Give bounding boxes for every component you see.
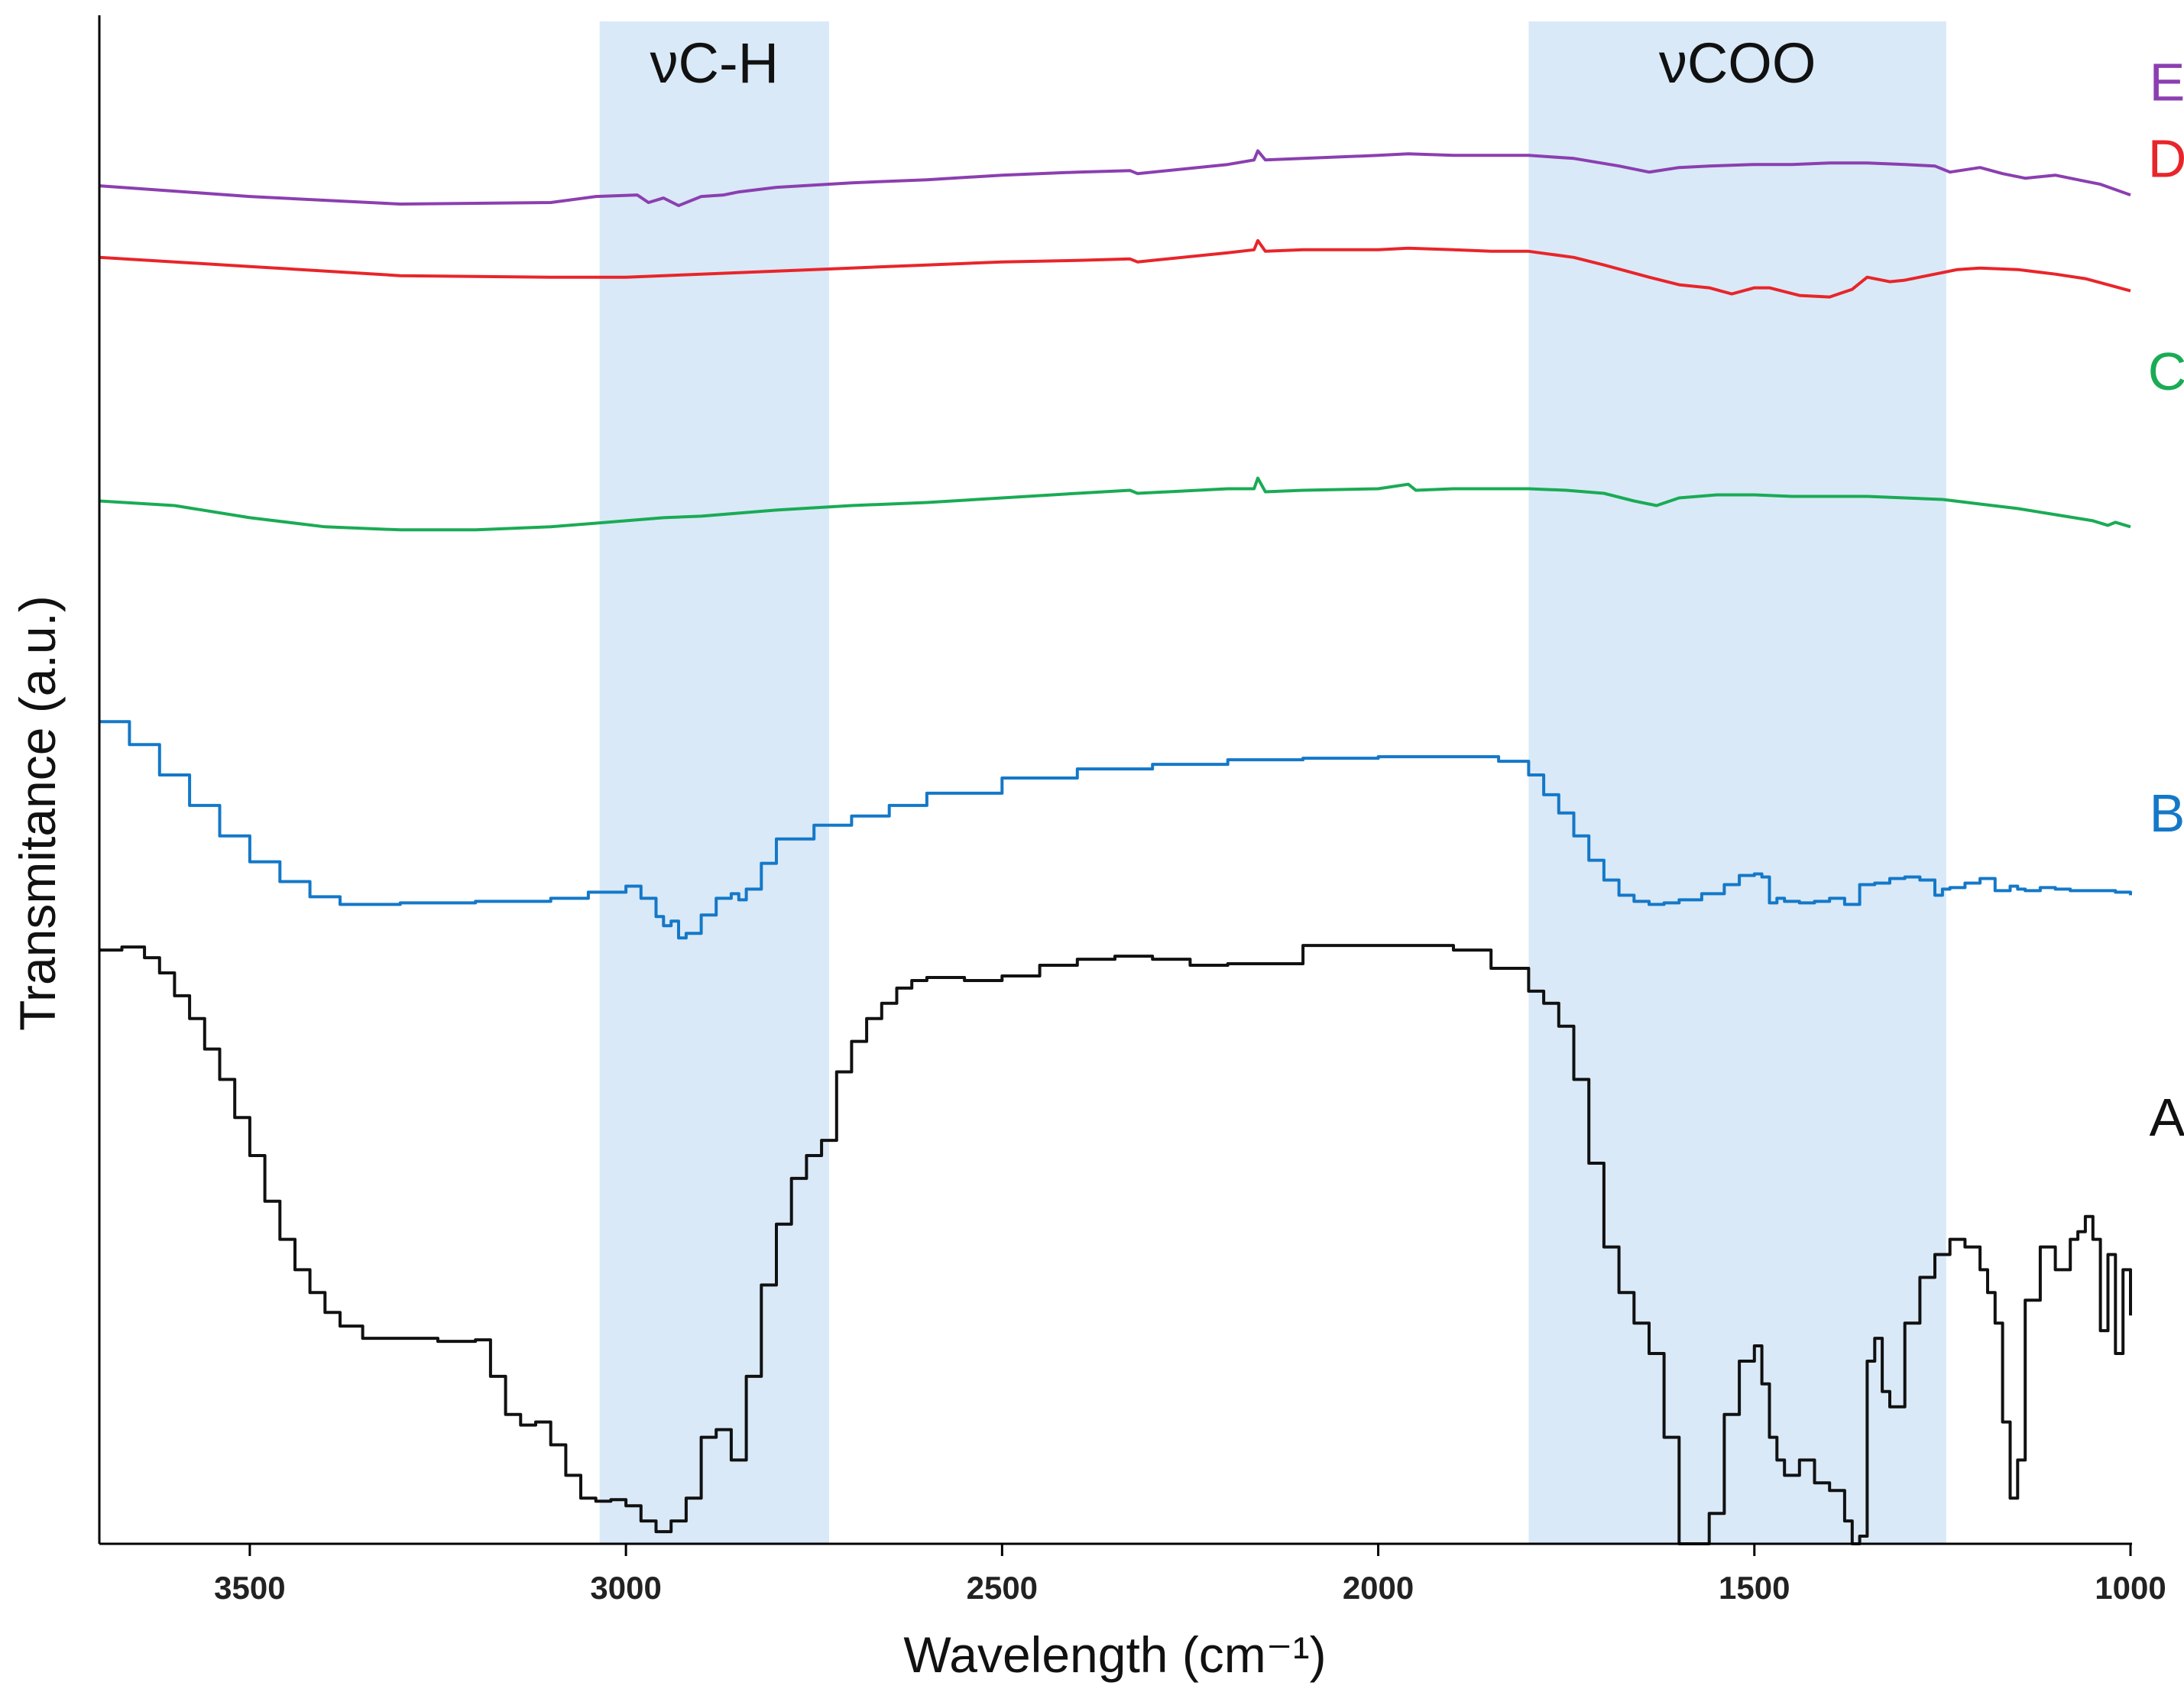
series-labels: ED C B A xyxy=(2148,53,2184,1148)
axes xyxy=(98,15,2132,1545)
y-axis-label: Transmitance (a.u.) xyxy=(9,595,66,1031)
series-label-b: B xyxy=(2150,783,2184,843)
band-vcoo xyxy=(1528,21,1946,1544)
spectra-series xyxy=(99,149,2132,1545)
x-tick-label-1000: 1000 xyxy=(2095,1570,2166,1606)
x-tick-label-2500: 2500 xyxy=(967,1570,1038,1606)
x-tick-label-3500: 3500 xyxy=(214,1570,285,1606)
band-label-vcoo: νCOO xyxy=(1659,31,1816,95)
x-axis-ticks: 3500 3000 2500 2000 1500 1000 xyxy=(214,1544,2166,1606)
series-label-c: C xyxy=(2148,342,2184,401)
x-tick-label-1500: 1500 xyxy=(1719,1570,1790,1606)
series-line-b xyxy=(99,720,2132,940)
band-vch xyxy=(599,21,829,1544)
series-line-d xyxy=(99,238,2131,299)
series-label-d: D xyxy=(2148,128,2184,188)
series-label-a: A xyxy=(2150,1088,2184,1147)
x-tick-label-3000: 3000 xyxy=(590,1570,661,1606)
x-axis-label: Wavelength (cm⁻¹) xyxy=(903,1626,1326,1683)
series-line-c xyxy=(99,476,2131,532)
band-label-vch: νC-H xyxy=(650,31,779,95)
series-line-e xyxy=(99,149,2131,207)
series-label-e: E xyxy=(2150,53,2184,112)
x-tick-label-2000: 2000 xyxy=(1343,1570,1414,1606)
series-line-a xyxy=(99,944,2132,1545)
